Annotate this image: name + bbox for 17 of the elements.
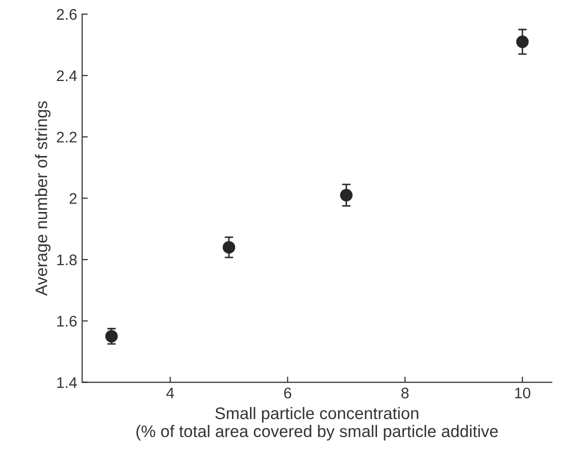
y-tick-label: 2.6: [56, 9, 77, 20]
y-tick-label: 1.6: [57, 316, 77, 327]
y-axis-title: Average number of strings: [34, 101, 51, 296]
y-tick-label: 1.4: [57, 377, 77, 388]
x-tick-label: 6: [284, 388, 292, 398]
point: [222, 241, 236, 254]
point: [340, 188, 353, 202]
x-tick-label: 10: [515, 388, 530, 398]
y-tick-label: 2.4: [56, 70, 77, 82]
y-tick-label: 2.2: [56, 132, 77, 142]
point: [516, 36, 529, 48]
y-tick-label: 2: [70, 193, 77, 204]
x-tick-label: 8: [401, 388, 409, 398]
y-tick-label: 1.8: [57, 254, 77, 266]
x-axis-title: Small particle concentration (% of total area covered by small particle additive: [136, 406, 498, 440]
x-tick-label: 4: [166, 388, 174, 398]
point: [105, 330, 118, 343]
